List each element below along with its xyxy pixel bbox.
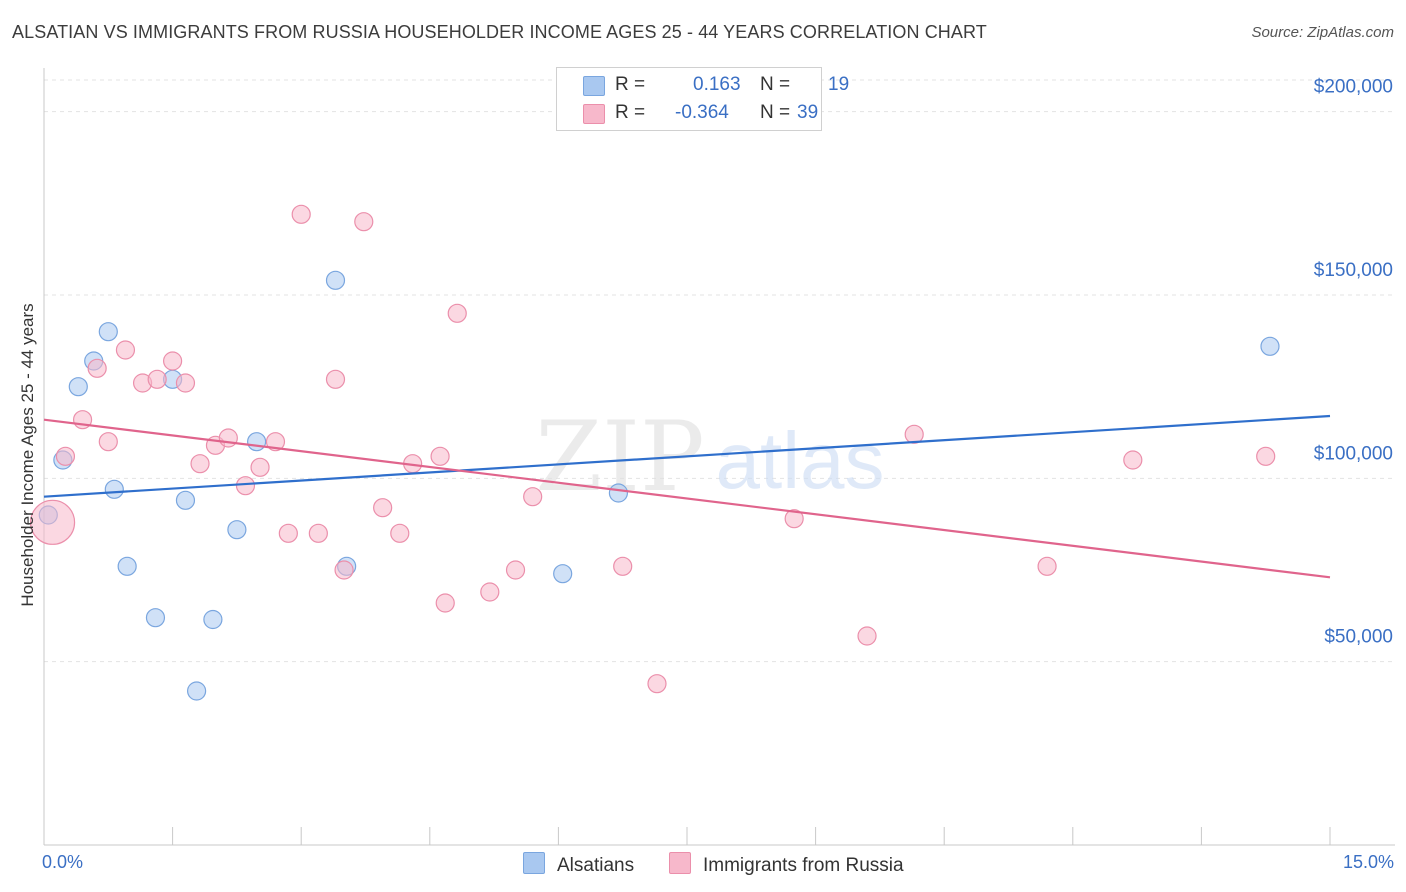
watermark-atlas: atlas [716, 416, 885, 505]
russia-point [784, 509, 804, 529]
legend-n-value: 19 [828, 74, 850, 95]
russia-point [1037, 556, 1057, 576]
alsatians-point [98, 322, 118, 342]
russia-point [250, 457, 270, 477]
russia-point [55, 446, 76, 466]
russia-point [373, 498, 393, 518]
russia-point [308, 523, 328, 543]
y-axis-label: Householder Income Ages 25 - 44 years [18, 303, 37, 607]
y-tick-label: $200,000 [1314, 77, 1393, 98]
y-tick-label: $50,000 [1324, 627, 1393, 648]
russia-point [354, 212, 374, 232]
bottom-legend-swatch-russia [669, 852, 691, 874]
russia-point [480, 582, 500, 602]
y-tick-label: $150,000 [1314, 260, 1393, 281]
alsatians-point [187, 681, 207, 701]
russia-point [235, 476, 256, 496]
y-tick-label: $100,000 [1314, 443, 1393, 464]
russia-point [334, 560, 354, 580]
y-tick-labels: $50,000 $100,000 $150,000 $200,000 [1314, 77, 1393, 648]
watermark: ZIP atlas [535, 401, 884, 513]
alsatians-point [553, 564, 573, 584]
legend-swatch-russia [583, 104, 605, 124]
russia-point [278, 523, 298, 543]
alsatians-point [247, 432, 267, 452]
legend-r-label: R = [615, 102, 646, 123]
russia-point [147, 369, 167, 389]
chart-title: ALSATIAN VS IMMIGRANTS FROM RUSSIA HOUSE… [12, 22, 987, 42]
russia-point [1256, 446, 1276, 466]
alsatians-point [325, 270, 346, 290]
source-label: Source: ZipAtlas.com [1251, 24, 1394, 41]
data-points [29, 204, 1280, 701]
alsatians-point [175, 490, 196, 510]
russia-point [390, 523, 410, 543]
bottom-legend-label-alsatians: Alsatians [557, 855, 635, 876]
legend-r-label: R = [615, 74, 646, 95]
russia-point [613, 556, 633, 576]
alsatians-point [227, 520, 247, 540]
alsatians-trend-line [43, 414, 1331, 498]
alsatians-point [68, 377, 88, 397]
alsatians-point [104, 479, 124, 499]
russia-point [98, 432, 118, 452]
russia-point [175, 373, 196, 393]
russia-trend-line [43, 418, 1331, 579]
russia-point [447, 303, 467, 323]
russia-point [430, 446, 450, 466]
legend-r-value: -0.364 [675, 102, 729, 123]
alsatians-point [145, 608, 166, 628]
russia-point [435, 593, 455, 613]
legend-n-value: 39 [797, 102, 819, 123]
russia-point [218, 428, 238, 448]
legend-swatch-alsatians [583, 76, 605, 96]
russia-point [904, 424, 924, 444]
bottom-legend-swatch-alsatians [523, 852, 545, 874]
bottom-legend-alsatians: Alsatians [523, 852, 634, 877]
russia-point [190, 454, 210, 474]
x-tick-label-max: 15.0% [1342, 852, 1394, 872]
russia-point [29, 499, 76, 545]
russia-point [115, 340, 136, 360]
correlation-legend: R = 0.163 N = 19 R = -0.364 N = 39 [556, 67, 849, 131]
russia-point [265, 432, 286, 452]
alsatians-point [203, 609, 223, 630]
russia-point [87, 358, 107, 378]
trend-lines [43, 414, 1331, 579]
russia-point [647, 674, 667, 694]
bottom-legend-label-russia: Immigrants from Russia [703, 855, 904, 876]
gridlines [44, 79, 1395, 663]
legend-n-label: N = [760, 74, 791, 95]
russia-point [163, 351, 183, 371]
russia-point [523, 487, 543, 507]
axes [43, 68, 1395, 846]
x-tick-label-min: 0.0% [42, 852, 84, 872]
bottom-legend-russia: Immigrants from Russia [669, 852, 904, 877]
legend-n-label: N = [760, 102, 791, 123]
russia-point [505, 560, 526, 580]
russia-point [1123, 450, 1143, 470]
russia-point [325, 369, 346, 389]
alsatians-point [1260, 336, 1280, 356]
alsatians-point [117, 556, 137, 576]
russia-point [291, 204, 311, 224]
russia-point [857, 626, 877, 646]
alsatians-point [608, 483, 629, 503]
legend-r-value: 0.163 [693, 74, 741, 95]
